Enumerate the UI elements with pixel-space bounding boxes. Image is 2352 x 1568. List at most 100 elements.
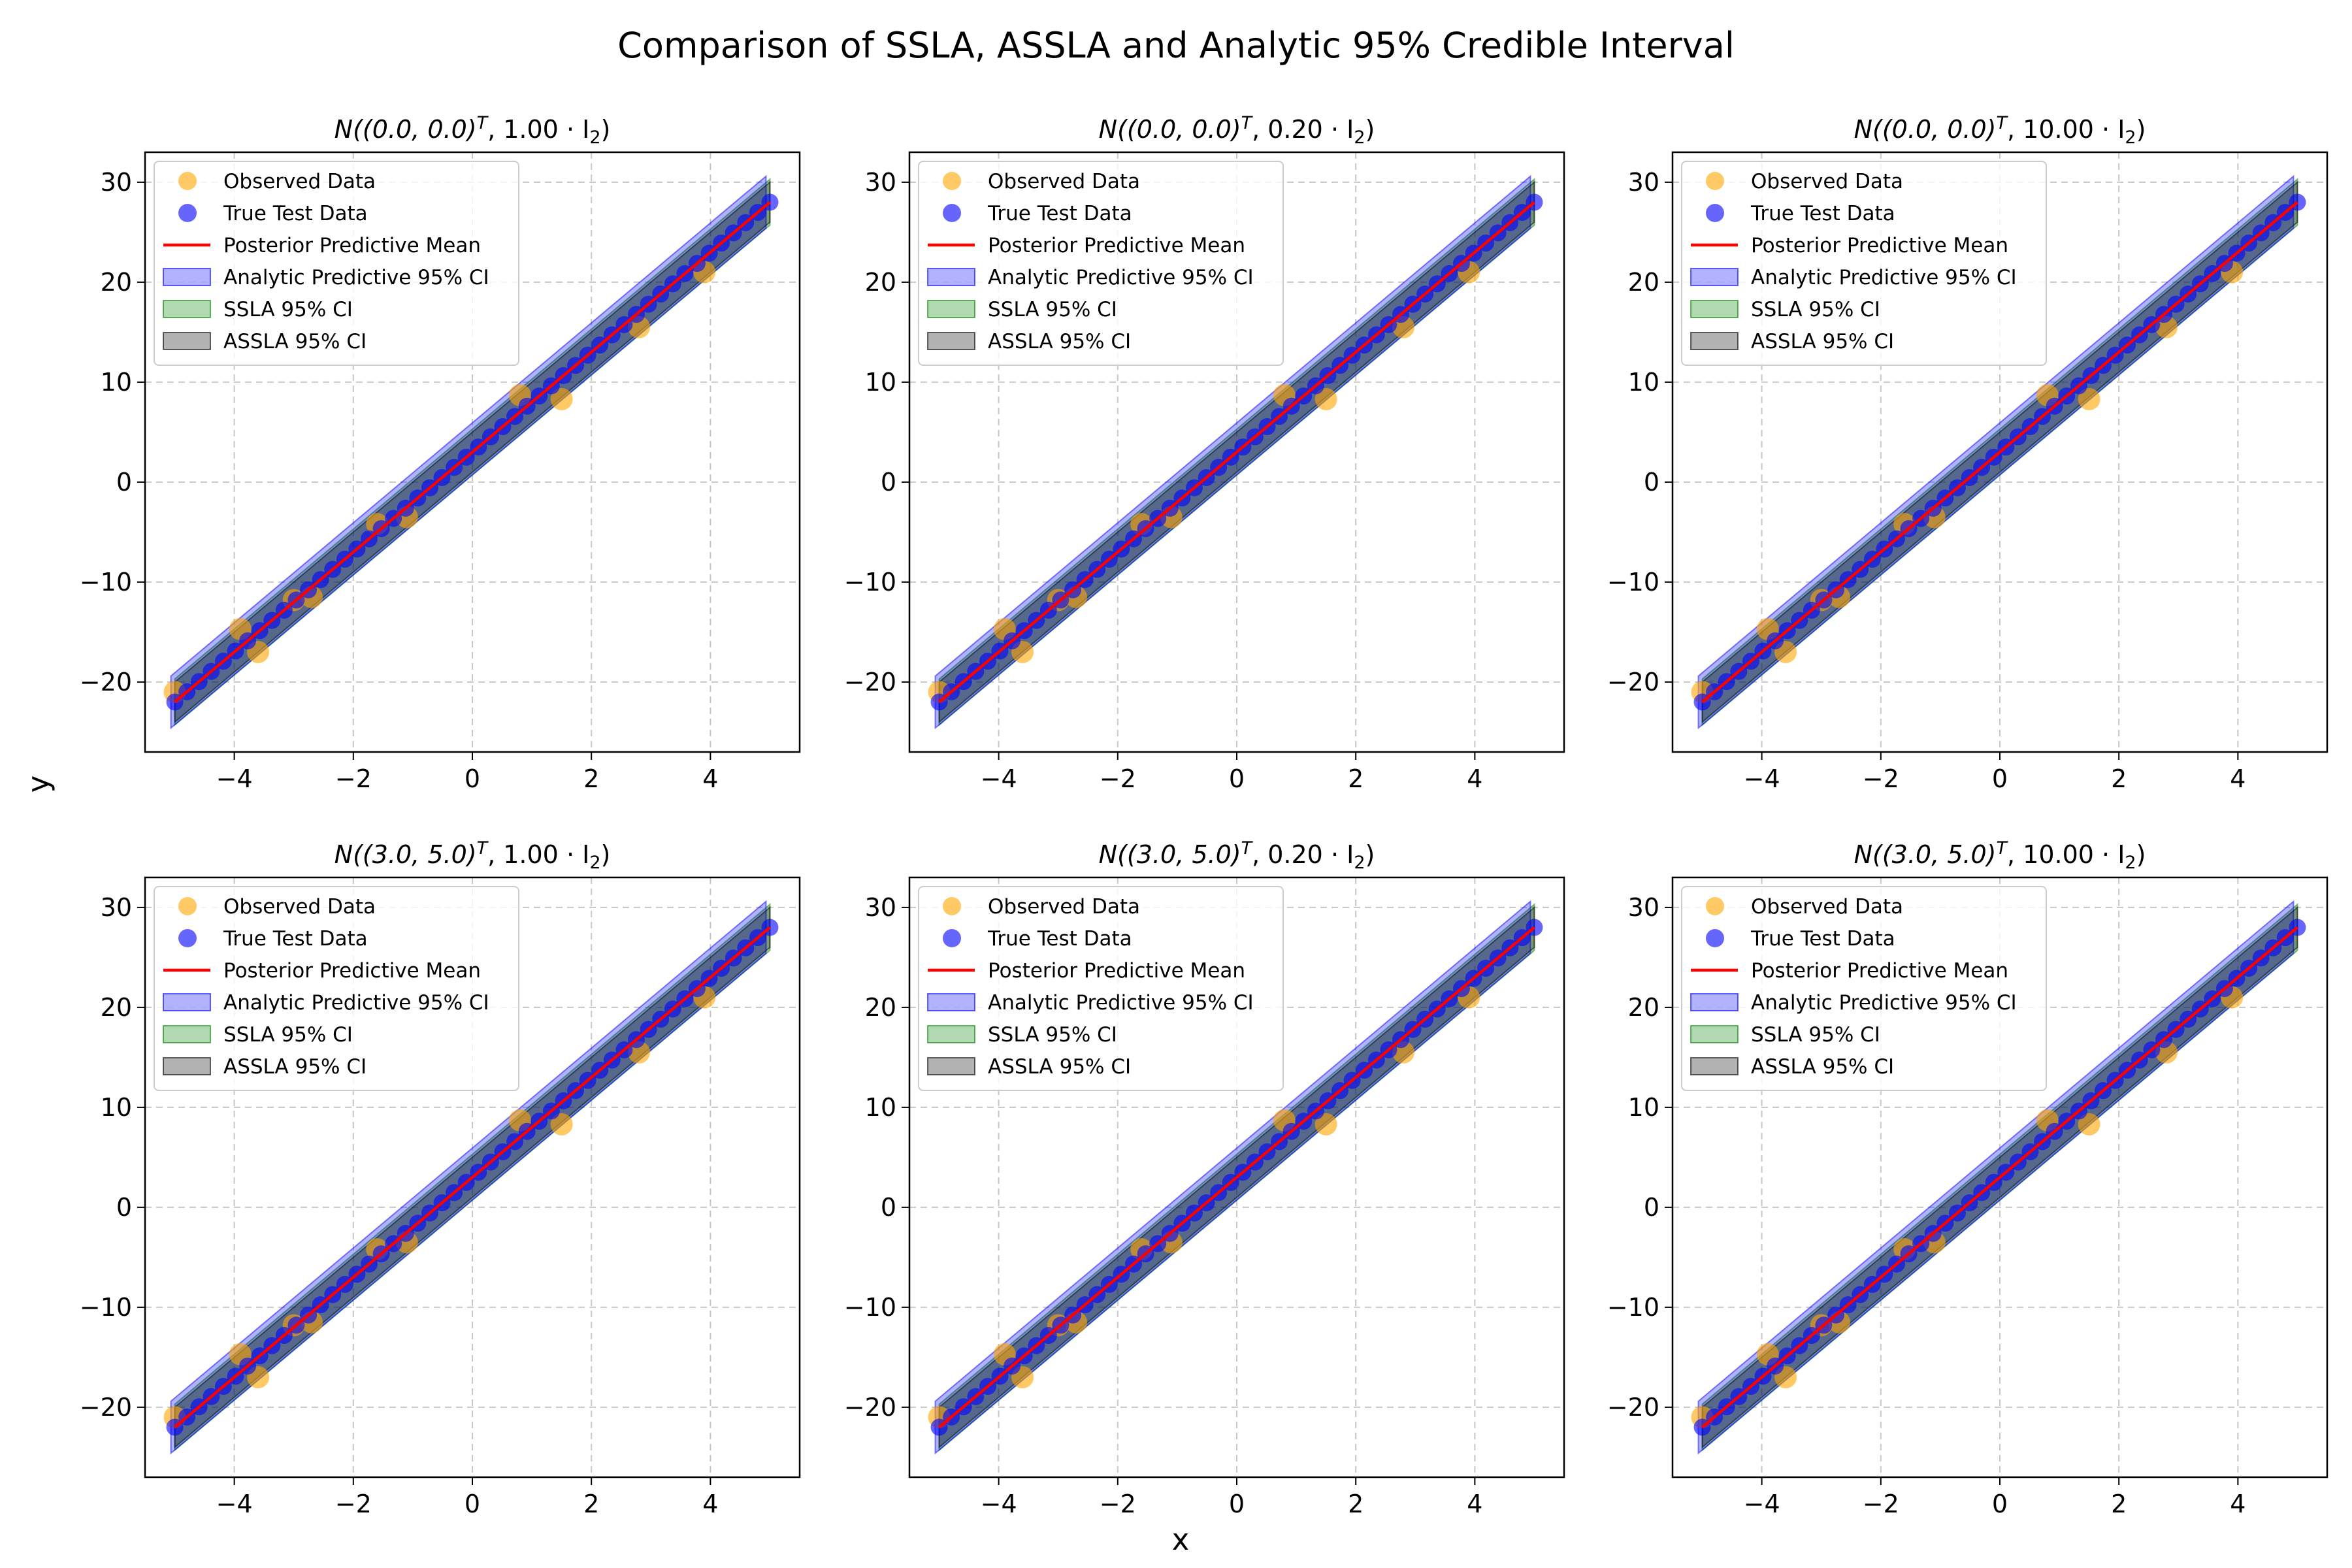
figure-suptitle: Comparison of SSLA, ASSLA and Analytic 9…	[617, 25, 1735, 66]
y-tick-label: −10	[80, 1293, 132, 1322]
legend-marker-band	[1690, 332, 1739, 350]
x-tick-label: 4	[702, 764, 718, 793]
y-tick-label: 20	[101, 268, 132, 297]
x-tick-label: 2	[583, 764, 599, 793]
x-tick-label: 0	[1992, 764, 2008, 793]
x-tick-label: −4	[216, 764, 253, 793]
subplot-title: N((0.0, 0.0)T, 1.00 · I2)	[335, 113, 611, 148]
legend-marker-observed	[943, 172, 961, 190]
x-tick-label: 0	[1229, 764, 1245, 793]
y-tick-label: 30	[101, 168, 132, 197]
x-tick-label: 0	[465, 1490, 480, 1518]
legend-marker-test	[1706, 929, 1724, 947]
legend-marker-band	[927, 332, 975, 350]
title-part: , 1.00 · I	[487, 840, 589, 869]
legend-marker-band	[163, 300, 211, 318]
title-part: N((0.0, 0.0)	[1099, 115, 1241, 144]
figure-ylabel: y	[21, 776, 56, 793]
legend-marker-band	[1690, 993, 1739, 1011]
y-tick-label: 20	[1628, 993, 1659, 1022]
legend-label: Analytic Predictive 95% CI	[223, 991, 489, 1015]
x-tick-label: 0	[1992, 1490, 2008, 1518]
observed-point	[550, 1113, 573, 1135]
legend-label: True Test Data	[223, 202, 368, 225]
title-superscript: T	[1997, 838, 2009, 858]
title-subscript: 2	[589, 853, 600, 873]
legend-label: Observed Data	[223, 895, 376, 919]
legend-label: ASSLA 95% CI	[988, 330, 1131, 353]
title-part: N((0.0, 0.0)	[1854, 115, 1997, 144]
legend-marker-band	[163, 268, 211, 286]
legend-marker-observed	[943, 897, 961, 915]
y-tick-label: 0	[1644, 468, 1659, 497]
y-tick-label: −20	[844, 668, 896, 696]
legend-marker-band	[927, 993, 975, 1011]
y-tick-label: −10	[844, 568, 896, 596]
legend-label: Analytic Predictive 95% CI	[1751, 991, 2017, 1015]
legend-label: Observed Data	[223, 170, 376, 193]
title-part: , 1.00 · I	[487, 115, 589, 144]
observed-point	[2078, 387, 2100, 410]
legend: Observed Data True Test Data Posterior Pre…	[154, 886, 519, 1091]
y-tick-label: −20	[844, 1393, 896, 1422]
legend-box	[918, 161, 1284, 366]
legend-label: Analytic Predictive 95% CI	[988, 266, 1254, 289]
observed-point	[1315, 387, 1337, 410]
legend-box	[154, 886, 519, 1091]
legend-marker-band	[1690, 300, 1739, 318]
legend-marker-band	[163, 332, 211, 350]
title-subscript: 2	[589, 127, 600, 148]
title-subscript: 2	[2125, 853, 2136, 873]
posterior-mean-line	[938, 201, 1535, 704]
x-tick-label: −4	[981, 764, 1017, 793]
x-tick-label: 2	[2111, 1490, 2127, 1518]
subplot-title: N((3.0, 5.0)T, 0.20 · I2)	[1099, 838, 1375, 873]
subplot-title: N((3.0, 5.0)T, 1.00 · I2)	[335, 838, 611, 873]
y-tick-label: 30	[1628, 168, 1659, 197]
legend-label: Posterior Predictive Mean	[223, 234, 481, 257]
legend-label: Posterior Predictive Mean	[1751, 959, 2008, 983]
legend-label: ASSLA 95% CI	[223, 330, 367, 353]
y-tick-label: −20	[80, 668, 132, 696]
legend-marker-observed	[1706, 897, 1724, 915]
title-superscript: T	[477, 838, 489, 858]
x-tick-label: 2	[2111, 764, 2127, 793]
legend-box	[1681, 161, 2047, 366]
legend-marker-observed	[1706, 172, 1724, 190]
legend-label: Analytic Predictive 95% CI	[988, 991, 1254, 1015]
title-part: N((3.0, 5.0)	[335, 840, 477, 869]
y-tick-label: 10	[865, 368, 896, 397]
legend-label: ASSLA 95% CI	[223, 1055, 367, 1079]
x-tick-label: 0	[1229, 1490, 1245, 1518]
y-tick-label: 30	[101, 893, 132, 922]
title-part: N((0.0, 0.0)	[335, 115, 477, 144]
plot-area	[928, 900, 1543, 1455]
legend-label: ASSLA 95% CI	[988, 1055, 1131, 1079]
legend-box	[1681, 886, 2047, 1091]
legend-marker-band	[1690, 1057, 1739, 1075]
y-tick-label: −20	[1607, 1393, 1659, 1422]
y-tick-label: 0	[881, 468, 896, 497]
title-superscript: T	[1241, 838, 1254, 858]
legend: Observed Data True Test Data Posterior Pre…	[154, 161, 519, 366]
legend-label: Posterior Predictive Mean	[223, 959, 481, 983]
legend: Observed Data True Test Data Posterior Pre…	[918, 886, 1284, 1091]
legend-marker-band	[927, 300, 975, 318]
legend-marker-observed	[178, 897, 197, 915]
y-tick-label: 10	[1628, 1093, 1659, 1122]
plot-area	[163, 174, 779, 730]
y-tick-label: 20	[101, 993, 132, 1022]
title-superscript: T	[1997, 113, 2009, 133]
y-tick-label: 0	[1644, 1193, 1659, 1222]
title-subscript: 2	[1354, 853, 1365, 873]
y-tick-label: −10	[844, 1293, 896, 1322]
legend-label: True Test Data	[1750, 202, 1895, 225]
legend-box	[154, 161, 519, 366]
legend-marker-band	[1690, 268, 1739, 286]
x-tick-label: 4	[2230, 1490, 2246, 1518]
